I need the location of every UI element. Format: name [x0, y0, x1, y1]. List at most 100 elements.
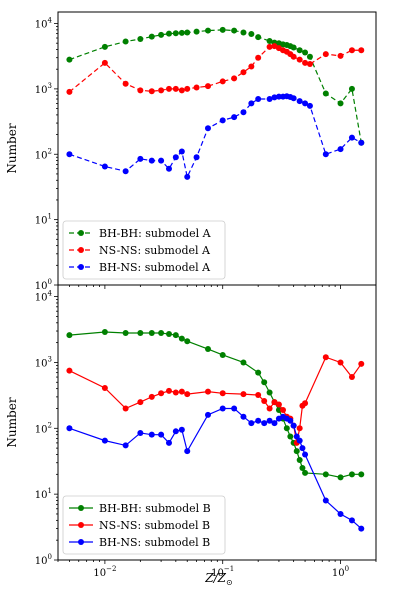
data-point: [219, 26, 226, 33]
data-point: [66, 88, 73, 95]
data-point: [358, 360, 365, 367]
data-point: [178, 29, 185, 36]
data-point: [296, 56, 303, 63]
legend-marker: [78, 247, 84, 253]
data-point: [178, 388, 185, 395]
data-point: [122, 38, 129, 45]
data-point: [322, 497, 329, 504]
data-point: [358, 471, 365, 478]
data-point: [219, 117, 226, 124]
data-point: [358, 139, 365, 146]
series-line: [69, 29, 362, 143]
legend-label: NS-NS: submodel B: [99, 519, 210, 532]
data-point: [148, 33, 155, 40]
data-point: [101, 384, 108, 391]
data-point: [337, 52, 344, 59]
series-2: [66, 354, 365, 446]
data-point: [165, 165, 172, 172]
legend-marker: [78, 539, 84, 545]
data-point: [148, 330, 155, 337]
data-point: [137, 429, 144, 436]
data-point: [255, 417, 262, 424]
data-point: [255, 369, 262, 376]
data-point: [348, 374, 355, 381]
x-axis-label: Z/Z⊙: [204, 571, 232, 587]
data-point: [178, 335, 185, 342]
data-point: [178, 426, 185, 433]
series-line: [69, 331, 362, 478]
data-point: [261, 397, 268, 404]
y-tick-label: 101: [35, 487, 52, 501]
data-point: [248, 100, 255, 107]
data-point: [184, 338, 191, 345]
legend: BH-BH: submodel B NS-NS: submodel B BH-NS:…: [62, 495, 226, 555]
data-point: [240, 413, 247, 420]
data-point: [122, 405, 129, 412]
panel-top: 100 101 102 103 104 Number BH-BH: submodel A NS…: [5, 11, 377, 292]
data-point: [193, 154, 200, 161]
data-point: [248, 63, 255, 70]
data-point: [122, 80, 129, 87]
data-point: [266, 405, 273, 412]
y-tick-label: 103: [35, 82, 52, 96]
data-point: [204, 346, 211, 353]
data-point: [302, 451, 309, 458]
data-point: [302, 49, 309, 56]
data-point: [184, 29, 191, 36]
panel-bottom: 100 101 102 103 104 10−2 10−1 100 Number BH-BH: s…: [5, 284, 377, 579]
data-point: [299, 445, 306, 452]
data-point: [148, 431, 155, 438]
data-point: [101, 59, 108, 66]
legend-label: BH-NS: submodel B: [99, 536, 210, 549]
data-point: [148, 88, 155, 95]
data-point: [66, 367, 73, 374]
data-point: [266, 417, 273, 424]
data-point: [296, 98, 303, 105]
data-point: [158, 87, 165, 94]
data-point: [101, 328, 108, 335]
data-point: [266, 38, 273, 45]
data-point: [287, 417, 294, 424]
series-3: [66, 93, 365, 180]
data-point: [280, 406, 287, 413]
data-point: [290, 53, 297, 60]
data-point: [240, 359, 247, 366]
data-point: [204, 388, 211, 395]
data-point: [122, 168, 129, 175]
data-point: [296, 437, 303, 444]
data-point: [322, 90, 329, 97]
data-point: [255, 34, 262, 41]
data-point: [158, 157, 165, 164]
legend-marker: [78, 522, 84, 528]
data-point: [172, 332, 179, 339]
data-point: [219, 78, 226, 85]
data-point: [293, 448, 300, 455]
legend: BH-BH: submodel A NS-NS: submodel A BH-NS:…: [62, 220, 226, 280]
data-point: [290, 44, 297, 51]
data-point: [178, 148, 185, 155]
data-point: [255, 96, 262, 103]
y-tick-label: 100: [35, 553, 52, 567]
data-point: [66, 151, 73, 158]
data-point: [275, 401, 282, 408]
data-point: [172, 154, 179, 161]
data-point: [240, 109, 247, 116]
data-point: [240, 69, 247, 76]
data-point: [219, 351, 226, 358]
data-point: [266, 43, 273, 50]
data-point: [231, 405, 238, 412]
legend-label: NS-NS: submodel A: [99, 244, 211, 257]
data-point: [178, 87, 185, 94]
data-point: [66, 56, 73, 63]
data-point: [302, 100, 309, 107]
data-point: [322, 151, 329, 158]
data-point: [337, 510, 344, 517]
data-point: [137, 399, 144, 406]
data-point: [231, 27, 238, 34]
data-point: [137, 35, 144, 42]
y-tick-label: 104: [35, 290, 53, 304]
legend-label: BH-NS: submodel A: [99, 261, 211, 274]
data-point: [165, 387, 172, 394]
data-point: [337, 359, 344, 366]
data-point: [348, 134, 355, 141]
